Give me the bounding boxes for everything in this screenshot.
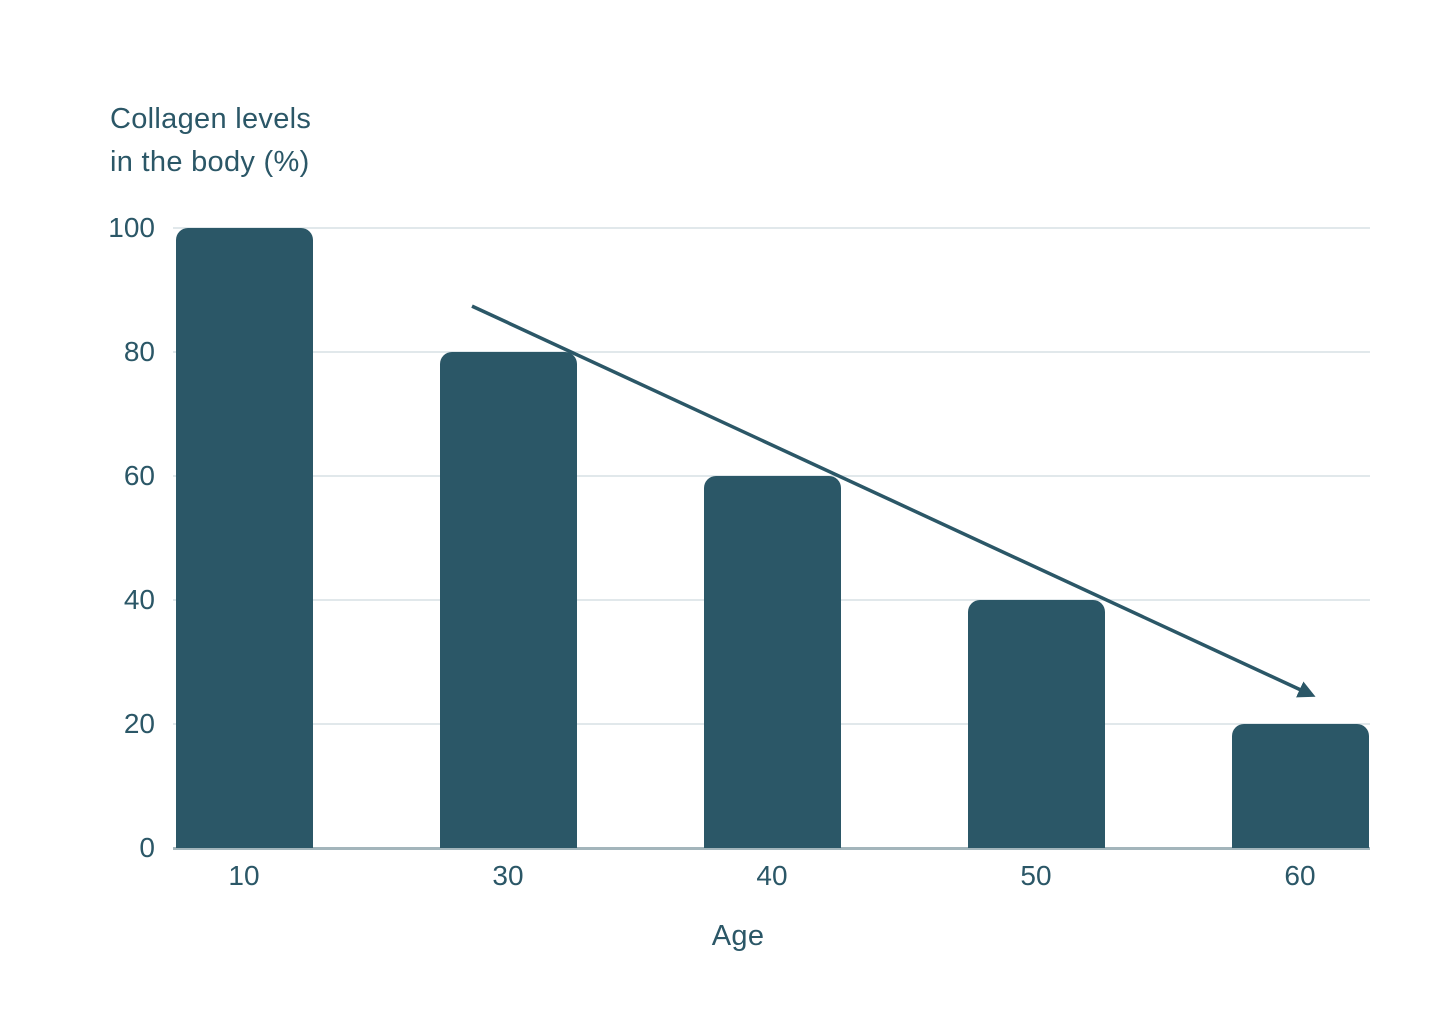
plot-area: 10 30 40 50 60 [173,227,1370,891]
trend-arrow-line [471,304,1316,698]
x-tick-label: 30 [492,860,524,891]
x-tick-label: 10 [228,860,260,891]
chart-title-line-2: in the body (%) [110,146,310,178]
y-tick-label: 100 [108,212,155,243]
y-tick-label: 0 [139,832,155,863]
y-tick-label: 80 [123,336,155,367]
gridline [173,227,1370,229]
chart-title: Collagen levels in the body (%) [110,98,311,184]
bar-age-60 [1231,724,1369,848]
y-tick-label: 20 [123,708,155,739]
bar-age-30 [439,352,577,848]
x-tick-label: 50 [1020,860,1052,891]
x-axis-title: Age [711,920,765,952]
x-tick-label: 40 [756,860,788,891]
chart-title-line-1: Collagen levels [110,103,312,135]
bar-age-50 [967,600,1105,848]
gridline [173,351,1370,353]
bar-age-10 [175,228,313,848]
x-tick-label: 60 [1284,860,1316,891]
y-axis-labels: 0 20 40 60 80 100 [0,212,155,863]
x-axis-baseline [173,847,1370,850]
bar-age-40 [703,476,841,848]
y-tick-label: 40 [123,584,155,615]
y-tick-label: 60 [123,460,155,491]
